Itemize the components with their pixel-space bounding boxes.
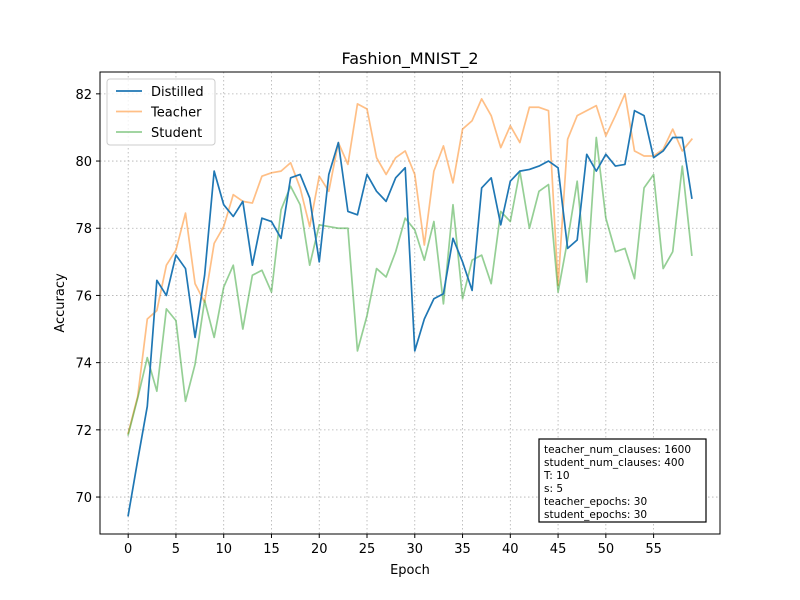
y-tick-label: 76 [75,289,92,304]
x-tick-label: 40 [502,542,519,557]
y-tick-label: 70 [75,491,92,506]
y-tick-label: 74 [75,357,92,372]
legend: Distilled Teacher Student [106,78,216,146]
series-line-teacher [127,92,694,435]
x-axis-ticks: 0 5 10 15 20 25 30 35 40 45 50 55 [124,534,662,557]
series-line-student [127,136,693,436]
info-box: teacher_num_clauses: 1600 student_num_cl… [538,438,707,523]
x-tick-label: 20 [311,542,328,557]
series-line-distilled [127,109,693,517]
legend-label-distilled: Distilled [151,85,204,100]
y-axis-ticks: 70 72 74 76 78 80 82 [75,88,100,506]
info-line-teacher-epochs: teacher_epochs: 30 [544,496,647,508]
info-line-teacher-num-clauses: teacher_num_clauses: 1600 [544,444,691,456]
x-tick-label: 35 [454,542,471,557]
x-tick-label: 0 [124,542,132,557]
x-tick-label: 10 [215,542,232,557]
x-tick-label: 55 [645,542,662,557]
y-axis-title: Accuracy [53,273,68,333]
y-tick-label: 78 [75,222,92,237]
x-tick-label: 45 [550,542,567,557]
x-tick-label: 50 [598,542,615,557]
x-tick-label: 30 [407,542,424,557]
info-line-s: s: 5 [544,483,563,495]
series-lines [127,92,694,517]
x-tick-label: 5 [172,542,180,557]
x-tick-label: 15 [263,542,280,557]
info-line-student-num-clauses: student_num_clauses: 400 [544,457,684,469]
legend-box [106,78,216,146]
legend-label-student: Student [151,126,202,141]
legend-entries: Distilled Teacher Student [116,85,204,141]
plot-area-frame [99,71,721,535]
legend-label-teacher: Teacher [150,106,202,121]
x-tick-label: 25 [359,542,376,557]
y-tick-label: 82 [75,88,92,103]
info-box-frame [538,438,707,523]
y-tick-label: 72 [75,424,92,439]
info-line-student-epochs: student_epochs: 30 [544,509,647,521]
chart-title: Fashion_MNIST_2 [342,49,479,69]
y-tick-label: 80 [75,155,92,170]
info-line-t: T: 10 [543,470,570,482]
x-axis-title: Epoch [390,563,430,578]
